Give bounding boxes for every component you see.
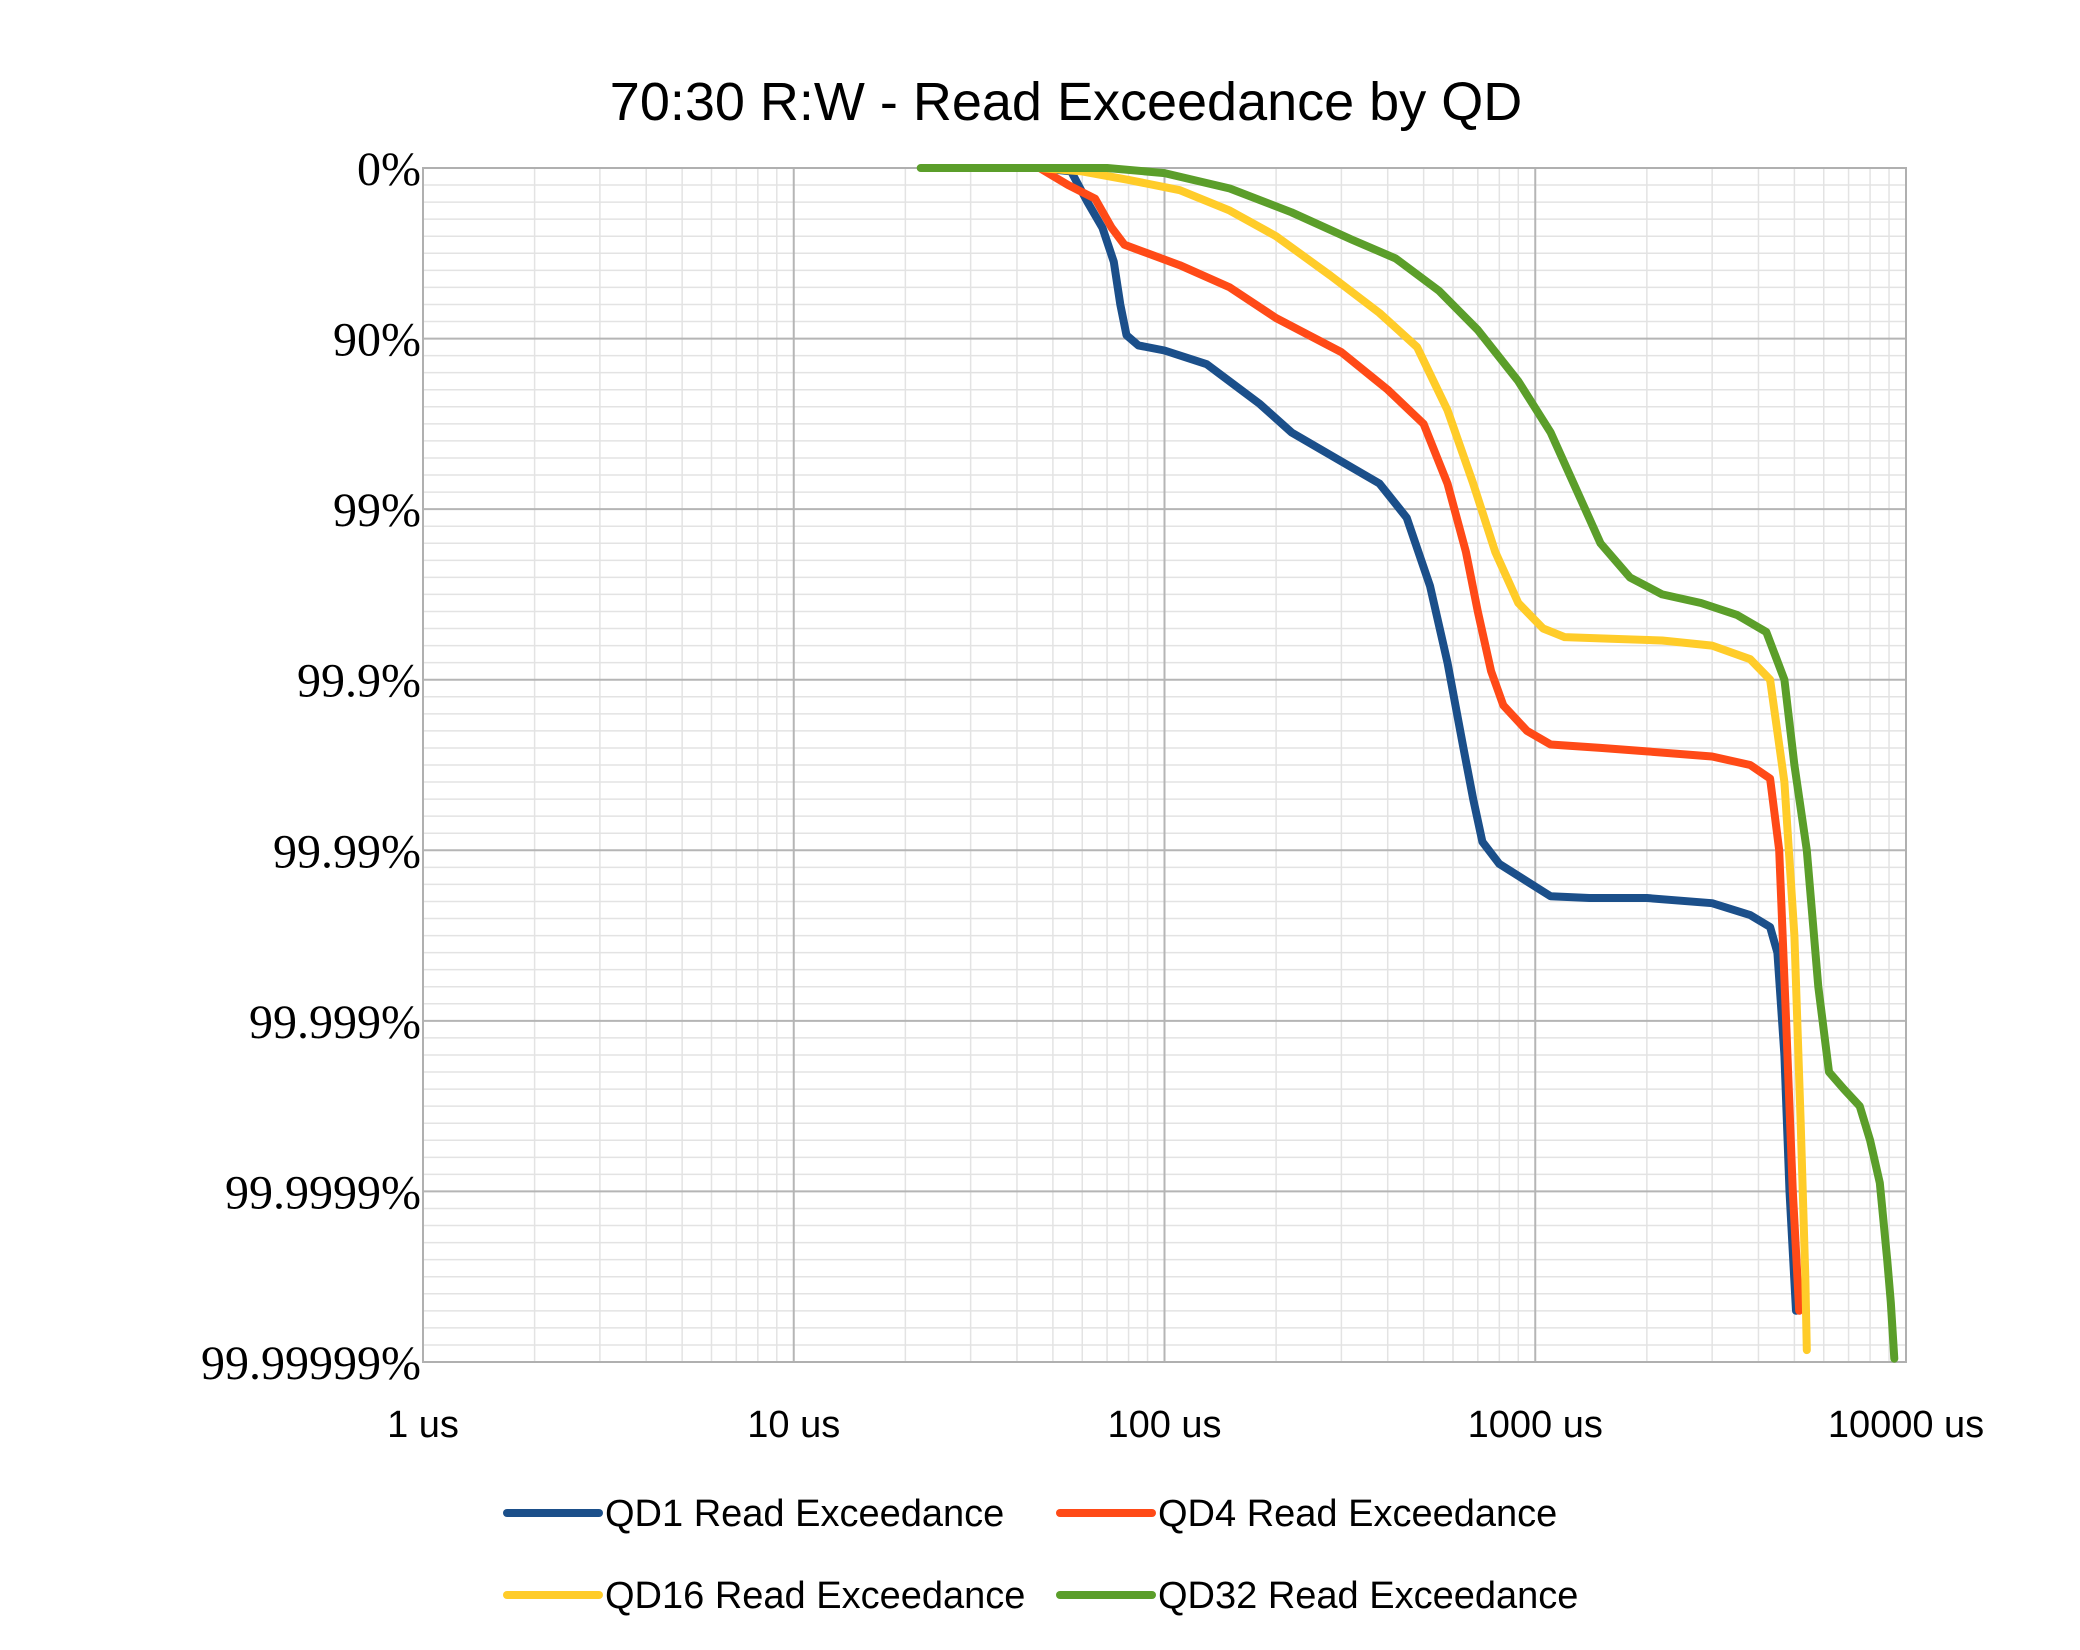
- x-tick-label: 100 us: [1107, 1404, 1221, 1446]
- y-tick-label: 99.999%: [249, 996, 421, 1049]
- series-lines: [916, 164, 1899, 1363]
- y-tick-label: 0%: [357, 143, 421, 196]
- legend: QD1 Read Exceedance QD4 Read Exceedance QD…: [503, 1493, 1578, 1617]
- plot-area-frame: [422, 167, 1907, 1363]
- series-line-qd1-read-exceedance: [1035, 164, 1800, 1315]
- legend-label: QD32 Read Exceedance: [1158, 1575, 1578, 1617]
- x-axis-tick-labels: 1 us 10 us 100 us 1000 us 10000 us: [387, 1404, 1984, 1446]
- legend-item-qd4-read-exceedance: QD4 Read Exceedance: [1056, 1493, 1557, 1535]
- chart-title: 70:30 R:W - Read Exceedance by QD: [610, 72, 1522, 132]
- y-axis-tick-labels: 0% 90% 99% 99.9% 99.99% 99.999% 99.9999% 99.999…: [201, 143, 421, 1390]
- legend-item-qd32-read-exceedance: QD32 Read Exceedance: [1056, 1575, 1578, 1617]
- series-line-qd16-read-exceedance: [1035, 164, 1811, 1355]
- series-line-qd32-read-exceedance: [916, 164, 1899, 1363]
- x-tick-label: 1 us: [387, 1404, 459, 1446]
- legend-item-qd16-read-exceedance: QD16 Read Exceedance: [503, 1575, 1025, 1617]
- y-tick-label: 99.99999%: [201, 1337, 421, 1390]
- legend-label: QD1 Read Exceedance: [605, 1493, 1004, 1535]
- x-tick-label: 1000 us: [1468, 1404, 1603, 1446]
- series-line-qd4-read-exceedance: [1035, 164, 1804, 1315]
- y-tick-label: 90%: [333, 314, 421, 367]
- y-tick-label: 99.9%: [297, 655, 421, 708]
- y-tick-label: 99.99%: [273, 825, 421, 878]
- legend-item-qd1-read-exceedance: QD1 Read Exceedance: [503, 1493, 1004, 1535]
- legend-label: QD4 Read Exceedance: [1158, 1493, 1557, 1535]
- y-tick-label: 99.9999%: [225, 1166, 421, 1219]
- y-tick-label: 99%: [333, 484, 421, 537]
- legend-label: QD16 Read Exceedance: [605, 1575, 1025, 1617]
- x-tick-label: 10000 us: [1828, 1404, 1984, 1446]
- x-tick-label: 10 us: [747, 1404, 840, 1446]
